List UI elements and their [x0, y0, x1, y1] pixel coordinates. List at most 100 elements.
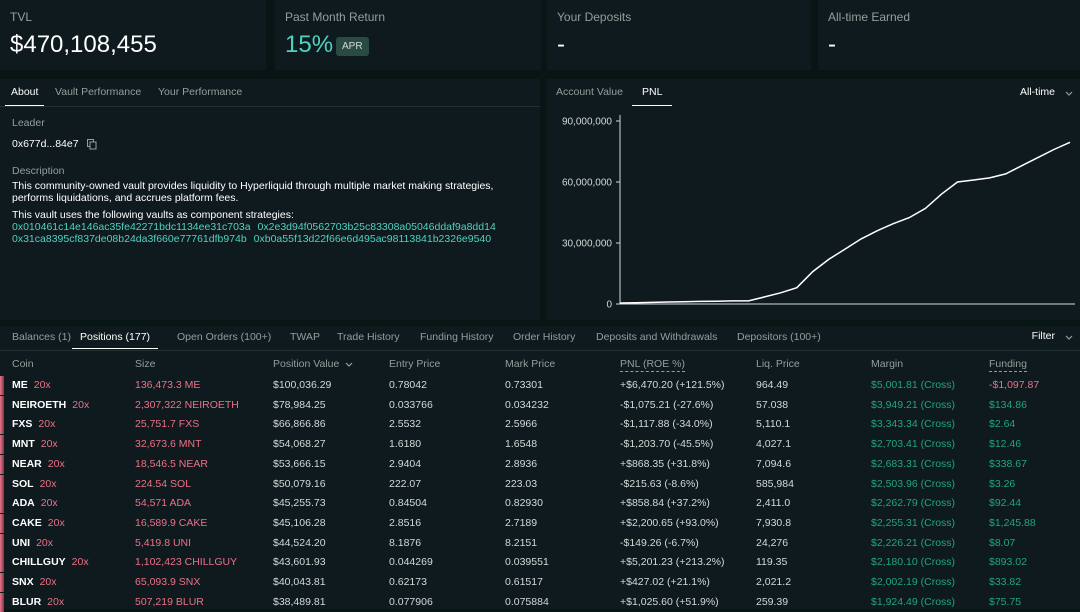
cell: $43,601.93 — [273, 556, 326, 569]
cell: 2.5532 — [389, 418, 422, 431]
column-header[interactable]: Position Value — [273, 358, 340, 370]
cell: $44,524.20 — [273, 536, 326, 549]
filter[interactable]: Filter — [1031, 330, 1055, 342]
tab[interactable]: Your Performance — [158, 86, 243, 98]
strategy-link[interactable]: 0xb0a55f13d22f66e6d495ac98113841b2326e95… — [253, 233, 492, 245]
positions-panel: Balances (1) Positions (177) Open Orders (… — [0, 326, 1080, 612]
stat-value: - — [828, 31, 836, 58]
coin[interactable]: ME — [12, 379, 28, 391]
cell: $2,226.21 (Cross) — [871, 536, 956, 549]
leverage: 20x — [39, 477, 57, 490]
coin[interactable]: MNT — [12, 438, 35, 451]
strategy-link[interactable]: 0x010461c14e146ac35fe42271bdc1134ee31c70… — [12, 221, 251, 233]
cell: 222.07 — [389, 477, 422, 490]
cell: +$427.02 (+21.1%) — [620, 576, 710, 588]
tab[interactable]: Depositors (100+) — [737, 331, 821, 343]
cell: 0.033766 — [389, 398, 433, 411]
cell: 2.9404 — [389, 457, 422, 470]
leverage: 20x — [40, 438, 58, 451]
tab[interactable]: Order History — [513, 331, 576, 343]
cell: 0.73301 — [505, 379, 543, 391]
coin-cell: BLUR 20x — [12, 595, 64, 609]
cell: 1.6180 — [389, 438, 422, 451]
cell: $2,703.41 (Cross) — [871, 438, 956, 451]
cell: $2,262.79 (Cross) — [871, 497, 956, 510]
column-header: Size — [135, 358, 156, 370]
cell: 223.03 — [505, 477, 538, 490]
coin[interactable]: ADA — [12, 497, 35, 510]
cell: +$858.84 (+37.2%) — [620, 497, 710, 510]
cell: 224.54 SOL — [135, 477, 192, 490]
stat-card: TVL $470,108,455 — [0, 0, 266, 70]
column-header: Funding — [989, 358, 1027, 372]
cell: +$1,025.60 (+51.9%) — [620, 595, 719, 608]
cell: -$149.26 (-6.7%) — [620, 536, 699, 549]
leverage: 20x — [36, 536, 54, 549]
coin[interactable]: CAKE — [12, 516, 42, 529]
coin-cell: NEAR 20x — [12, 457, 65, 471]
cell: 4,027.1 — [756, 438, 792, 451]
tab[interactable]: Account Value — [556, 86, 623, 98]
coin[interactable]: BLUR — [12, 595, 42, 608]
coin[interactable]: SOL — [12, 477, 34, 490]
cell: $33.82 — [989, 576, 1022, 588]
cell: 5,419.8 UNI — [135, 536, 192, 549]
cell: 5,110.1 — [756, 418, 791, 431]
cell: $3,949.21 (Cross) — [871, 398, 956, 411]
range-select[interactable]: All-time — [1019, 86, 1055, 98]
coin[interactable]: SNX — [12, 576, 34, 588]
strategy-link[interactable]: 0x31ca8395cf837de08b24da3f660e77761dfb97… — [12, 233, 247, 245]
cell: 119.35 — [756, 556, 788, 569]
side-bar — [0, 376, 4, 395]
coin[interactable]: CHILLGUY — [12, 556, 66, 569]
cell: $8.07 — [989, 536, 1016, 549]
tab[interactable]: Deposits and Withdrawals — [596, 331, 718, 343]
cell: $45,106.28 — [273, 516, 326, 529]
cell: 0.075884 — [505, 595, 549, 608]
tab[interactable]: Positions (177) — [72, 326, 159, 349]
tab[interactable]: PNL — [632, 79, 673, 106]
coin[interactable]: NEIROETH — [12, 398, 67, 411]
tab[interactable]: Balances (1) — [12, 331, 71, 343]
tab[interactable]: TWAP — [290, 331, 320, 343]
tab[interactable]: About — [5, 79, 45, 106]
coin-cell: UNI 20x — [12, 536, 53, 550]
cell: $66,866.86 — [273, 418, 326, 431]
about-tabs: About Vault Performance Your Performance — [0, 79, 540, 107]
tab[interactable]: Vault Performance — [55, 86, 142, 98]
side-bar — [0, 435, 4, 455]
cell: $3,343.34 (Cross) — [871, 418, 956, 431]
cell: +$868.35 (+31.8%) — [620, 457, 710, 470]
cell: $1,245.88 — [989, 516, 1036, 529]
column-header: Entry Price — [389, 358, 441, 370]
strategy-link[interactable]: 0x2e3d94f0562703b25c83308a05046ddaf9a8dd… — [257, 221, 496, 233]
cell: 2.7189 — [505, 516, 538, 529]
pnl-line — [619, 141, 1071, 304]
coin[interactable]: NEAR — [12, 457, 42, 470]
cell: $893.02 — [989, 556, 1027, 569]
cell: 585,984 — [756, 477, 794, 490]
leverage: 20x — [33, 379, 51, 391]
cell: 507,219 BLUR — [135, 595, 204, 608]
cell: +$5,201.23 (+213.2%) — [620, 556, 725, 569]
cell: $3.26 — [989, 477, 1016, 490]
stat-label: TVL — [10, 10, 33, 24]
tab[interactable]: Trade History — [337, 331, 400, 343]
leverage: 20x — [40, 497, 58, 510]
about-panel: About Vault Performance Your Performance Le… — [0, 79, 540, 320]
coin[interactable]: FXS — [12, 418, 33, 431]
cell: -$1,117.88 (-34.0%) — [620, 418, 713, 431]
tab[interactable]: Funding History — [420, 331, 494, 343]
chevron — [1065, 91, 1073, 96]
cell: 7,094.6 — [756, 457, 792, 470]
cell: 2.8516 — [389, 516, 422, 529]
cell: 24,276 — [756, 536, 789, 549]
side-bar — [0, 553, 4, 573]
cell: 65,093.9 SNX — [135, 576, 201, 588]
chart-tabs: Account Value PNL — [547, 79, 1080, 106]
stat-card: Past Month Return 15% APR — [275, 0, 541, 70]
coin[interactable]: UNI — [12, 536, 31, 549]
cell: $1,924.49 (Cross) — [871, 595, 956, 608]
tab[interactable]: Open Orders (100+) — [177, 331, 272, 343]
chevron — [1065, 335, 1073, 340]
